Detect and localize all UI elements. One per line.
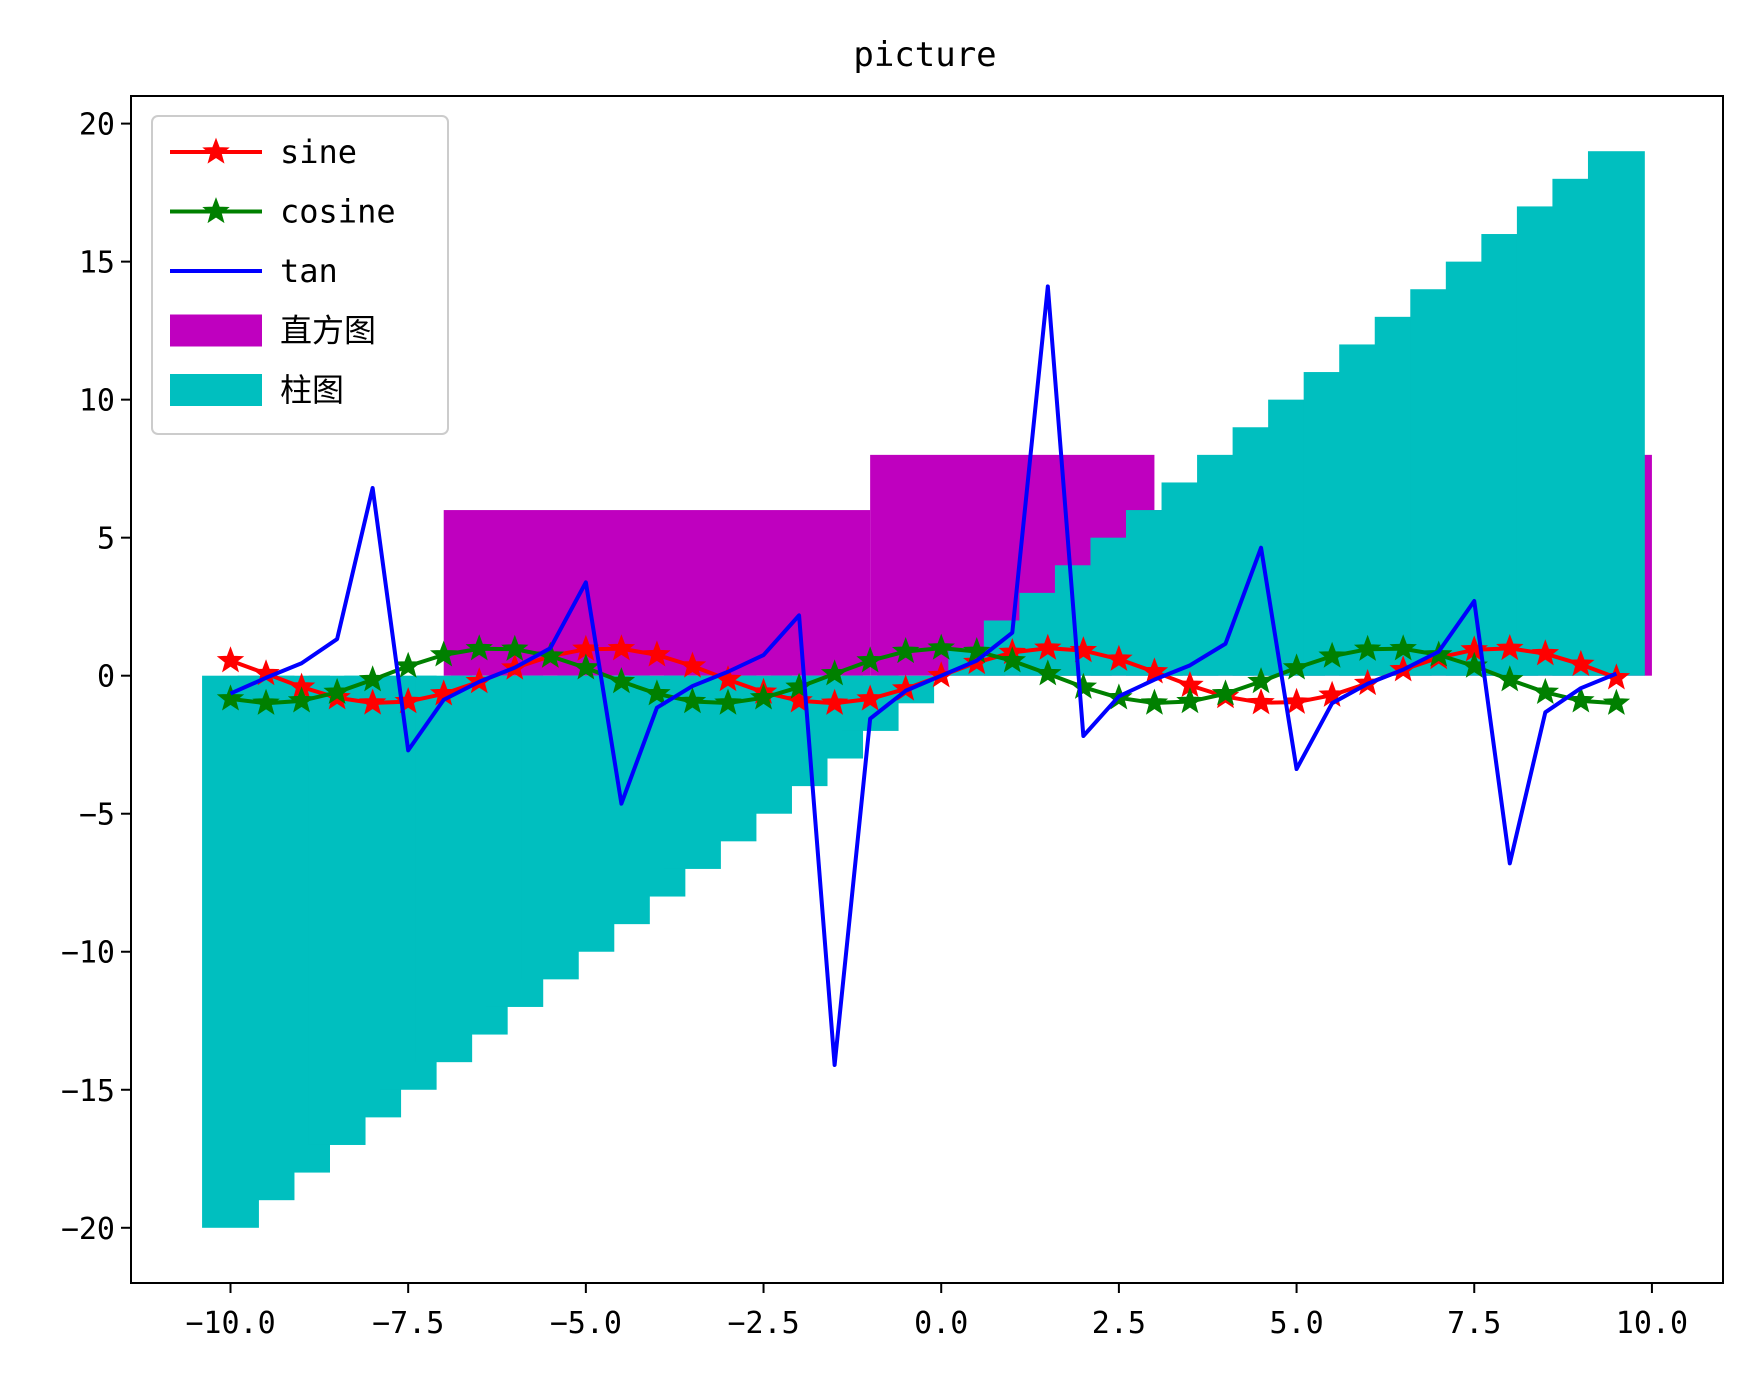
point-sine-4 [358,688,387,715]
point-cosine-20 [927,633,955,660]
legend-label-4: 柱图 [280,371,344,409]
legend-label-0: sine [280,133,357,171]
chart-title: picture [853,35,996,75]
point-cosine-4 [358,665,387,692]
point-cosine-17 [820,659,849,686]
point-sine-16 [785,686,813,713]
legend-patch-4 [170,374,262,406]
point-cosine-27 [1176,687,1204,714]
x-tick-label-2: −5.0 [550,1306,622,1341]
point-sine-30 [1282,687,1311,714]
point-cosine-1 [252,688,280,715]
point-cosine-8 [501,634,529,661]
point-cosine-11 [607,667,636,694]
point-cosine-14 [714,688,742,715]
x-tick-label-8: 10.0 [1616,1306,1688,1341]
x-tick-label-7: 7.5 [1447,1306,1501,1341]
point-sine-24 [1069,636,1098,663]
point-cosine-24 [1069,672,1098,699]
x-tick-label-5: 2.5 [1092,1306,1146,1341]
point-cosine-33 [1389,634,1417,661]
point-cosine-29 [1247,667,1275,694]
legend-box [151,115,449,435]
y-tick-label-7: −15 [61,1074,115,1109]
point-cosine-28 [1211,679,1240,706]
point-sine-31 [1318,680,1346,707]
x-tick-label-1: −7.5 [372,1306,444,1341]
point-sine-18 [856,684,884,711]
series-line-tan [229,284,1618,1067]
legend-marker-cosine [202,197,230,224]
point-cosine-12 [643,679,671,706]
point-cosine-30 [1282,653,1311,680]
point-sine-39 [1602,663,1631,690]
point-cosine-36 [1496,665,1524,692]
legend-marker-sine [202,137,230,164]
point-sine-26 [1140,657,1169,684]
point-cosine-13 [678,687,707,714]
y-tick-label-6: −10 [61,936,115,971]
point-cosine-10 [572,653,600,680]
bar-39 [1587,151,1645,676]
point-sine-13 [678,651,707,678]
point-sine-38 [1567,649,1595,676]
point-sine-17 [820,688,849,715]
point-cosine-39 [1602,688,1631,715]
point-cosine-19 [891,637,920,664]
lines-layer [216,284,1631,1067]
point-sine-23 [1034,633,1062,660]
point-cosine-6 [429,640,458,667]
y-axis: 20 15 10 5 0 −5 −10 −15 −20 [61,108,131,1247]
point-cosine-21 [963,637,991,664]
point-cosine-37 [1531,677,1560,704]
y-tick-label-4: 0 [97,660,115,695]
y-tick-label-1: 15 [79,246,115,281]
plot-area [202,151,1652,1228]
point-sine-12 [643,640,671,667]
point-cosine-0 [216,684,245,711]
point-sine-5 [394,687,422,714]
point-cosine-32 [1353,634,1382,661]
point-sine-37 [1531,639,1560,666]
point-sine-36 [1496,633,1524,661]
y-tick-label-2: 10 [79,384,115,419]
point-sine-0 [216,646,245,673]
point-cosine-15 [749,683,778,710]
point-cosine-26 [1140,688,1169,715]
point-sine-25 [1105,644,1133,671]
legend-label-2: tan [280,252,338,290]
point-cosine-22 [998,646,1027,673]
y-tick-label-3: 5 [97,522,115,557]
point-cosine-7 [465,634,493,661]
y-tick-label-0: 20 [79,108,115,143]
point-cosine-23 [1034,659,1062,686]
x-tick-label-0: −10.0 [185,1306,275,1341]
legend-label-3: 直方图 [280,312,376,350]
x-tick-label-4: 0.0 [914,1306,968,1341]
point-cosine-2 [287,686,316,713]
point-sine-11 [607,634,636,661]
x-tick-label-3: −2.5 [727,1306,799,1341]
point-cosine-3 [323,677,351,704]
legend-patch-3 [170,314,262,347]
series-line-cosine [230,646,1617,706]
y-tick-label-8: −20 [61,1212,115,1247]
x-axis: −10.0 −7.5 −5.0 −2.5 0.0 2.5 5.0 7.5 10.0 [185,1283,1688,1341]
axes-frame [130,95,1724,1284]
x-tick-label-6: 5.0 [1269,1306,1323,1341]
point-sine-29 [1247,688,1275,715]
point-cosine-31 [1318,641,1346,668]
y-tick-label-5: −5 [79,798,115,833]
legend-label-1: cosine [280,193,396,231]
bar-layer [202,151,1645,1228]
point-cosine-16 [785,672,813,699]
point-cosine-5 [394,651,422,678]
point-cosine-18 [856,646,884,673]
